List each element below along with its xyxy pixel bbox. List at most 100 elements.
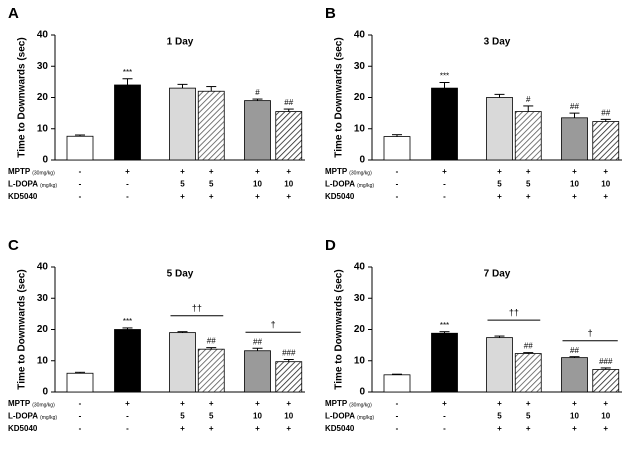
bar [197, 348, 225, 393]
bar [114, 329, 141, 393]
row-cell: + [209, 192, 214, 201]
significance-label: ## [570, 102, 579, 111]
panel-letter: A [8, 5, 19, 22]
bar [592, 369, 620, 393]
row-cell: + [442, 167, 447, 176]
bar [383, 374, 411, 393]
row-cell: - [126, 180, 129, 189]
row-cell: + [526, 424, 531, 433]
row-label: KD5040 [325, 192, 355, 201]
y-tick-label: 40 [354, 262, 366, 273]
significance-label: *** [123, 68, 132, 77]
row-unit: (mg/kg) [40, 415, 57, 421]
row-cell: + [286, 192, 291, 201]
row-cell: + [572, 424, 577, 433]
y-tick-label: 20 [37, 92, 49, 103]
significance-label: ## [207, 337, 216, 346]
y-tick-label: 30 [37, 61, 49, 72]
row-cell: 10 [601, 180, 610, 189]
row-cell: + [497, 167, 502, 176]
significance-label: ### [599, 357, 613, 366]
row-cell: - [126, 192, 129, 201]
row-cell: - [79, 180, 82, 189]
row-label: MPTP [325, 399, 348, 408]
row-label: L-DOPA [325, 180, 355, 189]
row-unit: (30mg/kg) [349, 402, 372, 408]
row-unit: (mg/kg) [357, 183, 374, 189]
y-tick-label: 30 [354, 293, 366, 304]
bar [169, 332, 196, 393]
bar [514, 353, 542, 393]
row-cell: - [79, 412, 82, 421]
bar [275, 111, 303, 161]
significance-label: ## [284, 98, 293, 107]
row-cell: + [572, 192, 577, 201]
row-cell: - [126, 412, 129, 421]
bar [66, 372, 94, 393]
row-cell: + [526, 192, 531, 201]
row-label: MPTP [8, 399, 31, 408]
row-label: KD5040 [8, 424, 38, 433]
row-cell: + [603, 399, 608, 408]
y-tick-label: 20 [354, 92, 366, 103]
significance-label: *** [440, 72, 449, 81]
panel: C 5 Day Time to Downwards (sec) 0 10 20 30 40 **… [8, 237, 305, 433]
row-cell: + [209, 167, 214, 176]
panel-letter: B [325, 5, 336, 22]
row-cell: - [79, 424, 82, 433]
y-axis-label: Time to Downwards (sec) [17, 269, 28, 389]
row-cell: + [603, 424, 608, 433]
bracket-label: †† [192, 303, 202, 313]
row-cell: + [497, 424, 502, 433]
row-cell: - [443, 412, 446, 421]
row-cell: + [497, 192, 502, 201]
row-cell: - [443, 180, 446, 189]
row-cell: - [396, 399, 399, 408]
row-cell: + [180, 192, 185, 201]
significance-label: ## [601, 108, 610, 117]
bar [114, 84, 141, 161]
row-cell: + [209, 424, 214, 433]
bar [486, 97, 513, 161]
row-cell: + [572, 167, 577, 176]
bar [244, 100, 271, 161]
row-cell: + [255, 424, 260, 433]
row-cell: 5 [497, 412, 502, 421]
panel: B 3 Day Time to Downwards (sec) 0 10 20 30 40 **… [325, 5, 622, 201]
row-label: MPTP [325, 167, 348, 176]
row-cell: + [442, 399, 447, 408]
row-cell: + [255, 167, 260, 176]
panel: D 7 Day Time to Downwards (sec) 0 10 20 30 40 **… [325, 237, 622, 433]
bar [275, 361, 303, 393]
row-cell: 10 [570, 180, 579, 189]
row-cell: - [79, 167, 82, 176]
row-cell: + [180, 167, 185, 176]
significance-label: ## [570, 346, 579, 355]
row-cell: 10 [253, 180, 262, 189]
row-cell: + [603, 167, 608, 176]
row-unit: (30mg/kg) [349, 170, 372, 176]
significance-label: ## [524, 342, 533, 351]
row-cell: + [180, 424, 185, 433]
y-tick-label: 30 [354, 61, 366, 72]
y-axis-label: Time to Downwards (sec) [334, 37, 345, 157]
bracket-label: †† [509, 307, 519, 317]
bar [592, 121, 620, 161]
row-unit: (30mg/kg) [32, 170, 55, 176]
row-cell: + [286, 424, 291, 433]
row-cell: 10 [570, 412, 579, 421]
row-cell: + [497, 399, 502, 408]
row-label: L-DOPA [8, 180, 38, 189]
bar [197, 90, 225, 161]
bar [431, 332, 458, 393]
chart-title: 1 Day [167, 37, 194, 48]
row-cell: - [396, 412, 399, 421]
bracket-label: † [271, 320, 276, 330]
chart-title: 5 Day [167, 269, 194, 280]
panel-letter: D [325, 237, 336, 254]
row-cell: + [286, 399, 291, 408]
significance-label: # [526, 95, 531, 104]
y-tick-label: 0 [42, 387, 48, 398]
row-cell: + [125, 399, 130, 408]
